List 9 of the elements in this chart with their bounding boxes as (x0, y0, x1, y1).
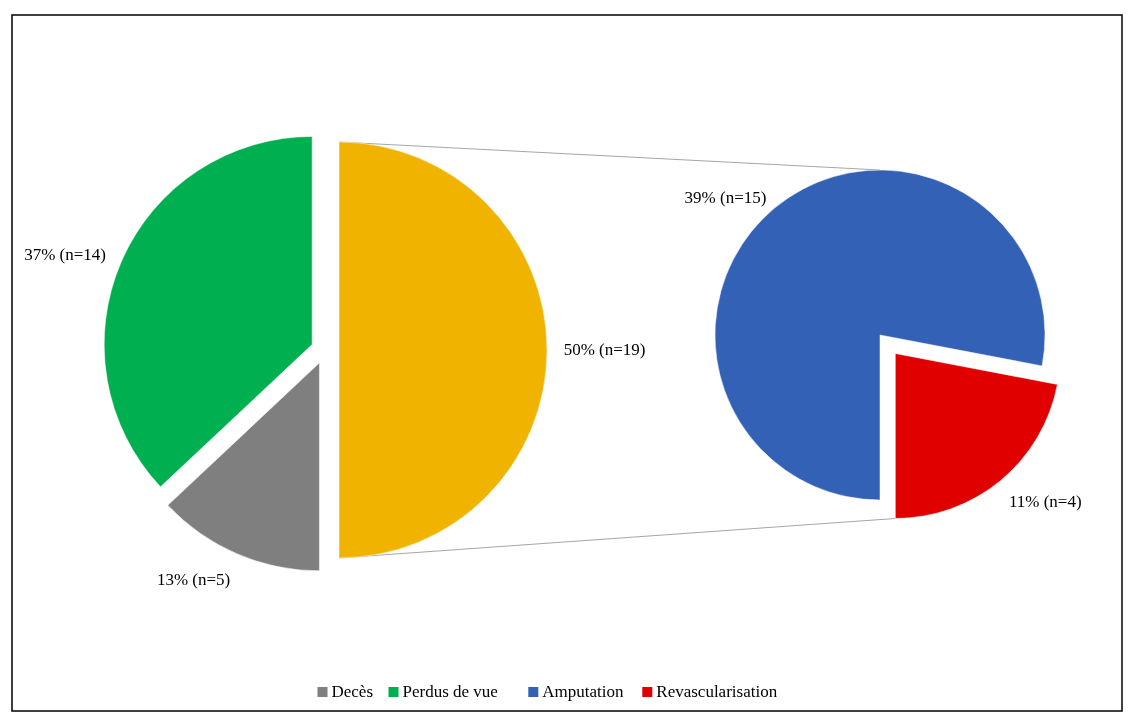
data-label: 39% (n=15) (684, 187, 767, 207)
data-label: 13% (n=5) (156, 570, 231, 590)
data-label: 50% (n=19) (563, 340, 646, 359)
data-label: 11% (n=4) (1008, 491, 1082, 511)
legend-label: Perdus de vue (402, 682, 498, 701)
legend-label: Revascularisation (656, 682, 778, 701)
legend-label: Amputation (542, 682, 625, 701)
data-label: 37% (n=14) (24, 245, 106, 265)
legend-label: Decès (331, 682, 374, 701)
